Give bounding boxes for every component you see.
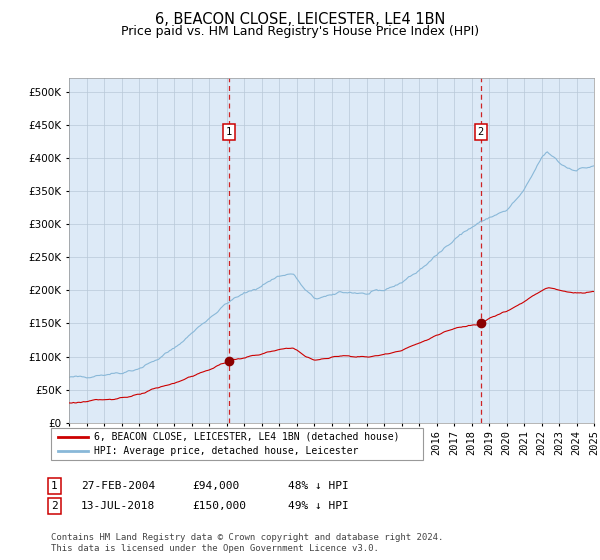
Text: HPI: Average price, detached house, Leicester: HPI: Average price, detached house, Leic… (94, 446, 359, 456)
Text: 2: 2 (478, 127, 484, 137)
Text: £94,000: £94,000 (192, 481, 239, 491)
Text: 49% ↓ HPI: 49% ↓ HPI (288, 501, 349, 511)
Text: 27-FEB-2004: 27-FEB-2004 (81, 481, 155, 491)
Text: Price paid vs. HM Land Registry's House Price Index (HPI): Price paid vs. HM Land Registry's House … (121, 25, 479, 38)
Text: 13-JUL-2018: 13-JUL-2018 (81, 501, 155, 511)
Text: Contains HM Land Registry data © Crown copyright and database right 2024.
This d: Contains HM Land Registry data © Crown c… (51, 533, 443, 553)
Text: 48% ↓ HPI: 48% ↓ HPI (288, 481, 349, 491)
Text: 2: 2 (51, 501, 58, 511)
Text: 1: 1 (226, 127, 232, 137)
Text: £150,000: £150,000 (192, 501, 246, 511)
Text: 6, BEACON CLOSE, LEICESTER, LE4 1BN: 6, BEACON CLOSE, LEICESTER, LE4 1BN (155, 12, 445, 27)
Text: 6, BEACON CLOSE, LEICESTER, LE4 1BN (detached house): 6, BEACON CLOSE, LEICESTER, LE4 1BN (det… (94, 432, 400, 442)
Text: 1: 1 (51, 481, 58, 491)
